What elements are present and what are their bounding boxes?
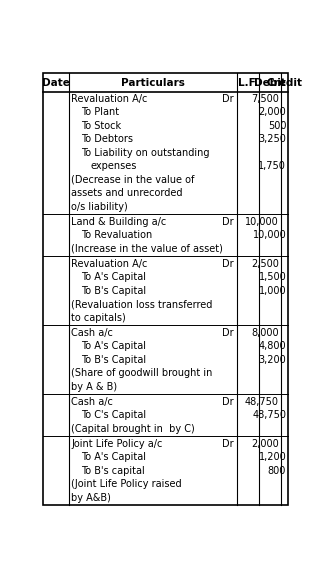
Text: To A's Capital: To A's Capital: [81, 341, 146, 351]
Text: (Share of goodwill brought in: (Share of goodwill brought in: [71, 368, 213, 378]
Text: Debit: Debit: [254, 78, 286, 88]
Text: 1,200: 1,200: [258, 452, 286, 462]
Text: 10,000: 10,000: [253, 231, 286, 240]
Text: To Liability on outstanding: To Liability on outstanding: [81, 148, 210, 158]
Text: To Stock: To Stock: [81, 121, 121, 131]
Text: L.F.: L.F.: [238, 78, 258, 88]
Text: 7,500: 7,500: [251, 94, 279, 104]
Text: (Decrease in the value of: (Decrease in the value of: [71, 175, 195, 185]
Text: 4,800: 4,800: [259, 341, 286, 351]
Text: To A's Capital: To A's Capital: [81, 272, 146, 283]
Text: to capitals): to capitals): [71, 313, 126, 323]
Text: Revaluation A/c: Revaluation A/c: [71, 94, 148, 104]
Text: Date: Date: [42, 78, 70, 88]
Text: To C's Capital: To C's Capital: [81, 410, 146, 420]
Text: Dr: Dr: [222, 328, 234, 338]
Text: 8,000: 8,000: [251, 328, 279, 338]
Text: 800: 800: [268, 466, 286, 476]
Text: To B's Capital: To B's Capital: [81, 355, 146, 365]
Text: expenses: expenses: [91, 161, 137, 171]
Text: 1,500: 1,500: [258, 272, 286, 283]
Text: Dr: Dr: [222, 217, 234, 227]
Text: Dr: Dr: [222, 439, 234, 449]
Text: 3,200: 3,200: [258, 355, 286, 365]
Text: by A&B): by A&B): [71, 493, 111, 503]
Text: Dr: Dr: [222, 259, 234, 269]
Text: 10,000: 10,000: [245, 217, 279, 227]
Text: 1,750: 1,750: [258, 161, 286, 171]
Text: Particulars: Particulars: [121, 78, 185, 88]
Text: (Increase in the value of asset): (Increase in the value of asset): [71, 244, 223, 254]
Text: Dr: Dr: [222, 94, 234, 104]
Text: Cash a/c: Cash a/c: [71, 328, 113, 338]
Text: To B's Capital: To B's Capital: [81, 286, 146, 296]
Text: To Plant: To Plant: [81, 108, 119, 117]
Text: 48,750: 48,750: [245, 397, 279, 407]
Text: To B's capital: To B's capital: [81, 466, 145, 476]
Text: Dr: Dr: [222, 397, 234, 407]
Text: 2,000: 2,000: [258, 108, 286, 117]
Text: 500: 500: [268, 121, 286, 131]
Text: 48,750: 48,750: [252, 410, 286, 420]
Text: To A's Capital: To A's Capital: [81, 452, 146, 462]
Text: Revaluation A/c: Revaluation A/c: [71, 259, 148, 269]
Text: Credit: Credit: [266, 78, 303, 88]
Text: (Joint Life Policy raised: (Joint Life Policy raised: [71, 479, 182, 490]
Text: by A & B): by A & B): [71, 382, 118, 392]
Text: o/s liability): o/s liability): [71, 202, 128, 212]
Text: Joint Life Policy a/c: Joint Life Policy a/c: [71, 439, 163, 449]
Text: 2,500: 2,500: [251, 259, 279, 269]
Text: Land & Building a/c: Land & Building a/c: [71, 217, 167, 227]
Text: (Capital brought in  by C): (Capital brought in by C): [71, 424, 195, 434]
Text: (Revaluation loss transferred: (Revaluation loss transferred: [71, 299, 213, 309]
Text: Cash a/c: Cash a/c: [71, 397, 113, 407]
Text: 1,000: 1,000: [259, 286, 286, 296]
Text: assets and unrecorded: assets and unrecorded: [71, 188, 183, 198]
Text: 3,250: 3,250: [258, 134, 286, 144]
Text: To Revaluation: To Revaluation: [81, 231, 152, 240]
Text: 2,000: 2,000: [251, 439, 279, 449]
Text: To Debtors: To Debtors: [81, 134, 133, 144]
